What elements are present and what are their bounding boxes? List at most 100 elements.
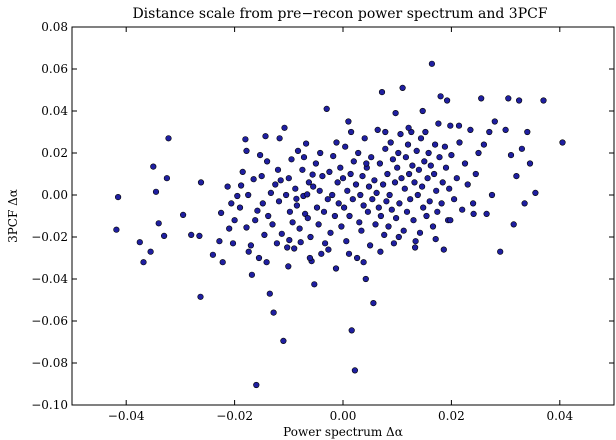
data-point (390, 240, 398, 247)
data-point (395, 149, 402, 157)
data-point (367, 242, 374, 249)
data-point (369, 196, 376, 203)
data-point (373, 189, 380, 196)
data-point (402, 154, 410, 161)
data-point (264, 158, 271, 165)
y-tick-label: 0.08 (41, 20, 68, 34)
data-point (431, 170, 438, 178)
data-point (326, 168, 333, 175)
data-point (410, 217, 417, 224)
data-point (292, 185, 299, 192)
data-point (475, 149, 482, 157)
y-tick-label: −0.04 (31, 272, 68, 286)
data-point (293, 195, 300, 202)
data-point (404, 141, 412, 148)
data-point (425, 149, 432, 157)
data-point (394, 164, 401, 171)
data-point (351, 367, 359, 374)
data-point (318, 250, 325, 257)
data-point (436, 154, 443, 161)
data-point (382, 145, 389, 152)
data-point (229, 240, 237, 247)
data-point (360, 259, 367, 266)
data-point (359, 173, 366, 180)
data-point (333, 139, 340, 146)
data-point (259, 200, 266, 207)
data-point (427, 162, 434, 169)
data-point (478, 95, 485, 102)
data-point (385, 223, 392, 230)
data-point (254, 207, 261, 214)
data-point (263, 259, 270, 266)
data-point (363, 160, 370, 167)
data-points (113, 60, 566, 389)
data-point (395, 233, 402, 241)
data-point (382, 128, 389, 136)
data-point (356, 219, 363, 226)
data-point (316, 187, 323, 194)
data-point (510, 221, 517, 228)
data-point (360, 202, 367, 209)
data-point (293, 202, 301, 209)
data-point (286, 237, 293, 244)
data-point (327, 229, 334, 236)
data-point (350, 158, 357, 165)
data-point (337, 164, 344, 171)
data-point (407, 196, 414, 203)
data-point (371, 177, 378, 184)
data-point (276, 135, 283, 142)
x-tick-label: 0.00 (330, 409, 357, 423)
data-point (334, 179, 341, 186)
data-point (388, 206, 395, 213)
data-point (470, 200, 477, 207)
data-point (155, 220, 162, 227)
data-point (426, 198, 433, 205)
data-point (234, 192, 241, 200)
data-point (488, 191, 496, 199)
x-tick-label: 0.04 (546, 409, 573, 423)
data-point (413, 147, 420, 154)
data-point (416, 229, 424, 236)
x-axis-title: Power spectrum Δα (283, 425, 403, 439)
data-point (391, 179, 399, 186)
data-point (114, 194, 122, 201)
data-point (313, 204, 321, 211)
data-point (459, 206, 466, 213)
data-point (411, 179, 418, 186)
data-point (515, 97, 523, 104)
data-point (277, 177, 284, 184)
data-point (345, 250, 353, 257)
data-point (393, 215, 400, 222)
data-point (258, 173, 265, 180)
data-point (432, 236, 439, 243)
x-tick-label: −0.02 (216, 409, 253, 423)
data-point (401, 185, 408, 192)
data-point (147, 248, 154, 255)
data-point (262, 133, 269, 140)
data-point (361, 135, 368, 142)
data-point (197, 179, 205, 186)
data-point (270, 309, 277, 316)
data-point (341, 204, 348, 211)
data-point (303, 140, 310, 147)
data-point (400, 227, 407, 234)
x-axis: −0.04 −0.02 0.00 0.02 0.04 (108, 27, 574, 423)
data-point (219, 259, 226, 266)
data-point (311, 281, 318, 288)
data-point (161, 232, 168, 239)
data-point (377, 212, 385, 220)
data-point (285, 175, 292, 182)
data-point (349, 196, 356, 203)
data-point (280, 337, 287, 345)
data-point (273, 240, 281, 247)
data-point (284, 244, 291, 251)
data-point (299, 166, 306, 173)
data-point (188, 231, 195, 238)
data-point (358, 227, 365, 234)
data-point (283, 191, 290, 199)
data-point (329, 191, 336, 199)
data-point (305, 179, 313, 186)
data-point (442, 164, 450, 171)
data-point (451, 196, 458, 203)
data-point (245, 248, 252, 255)
